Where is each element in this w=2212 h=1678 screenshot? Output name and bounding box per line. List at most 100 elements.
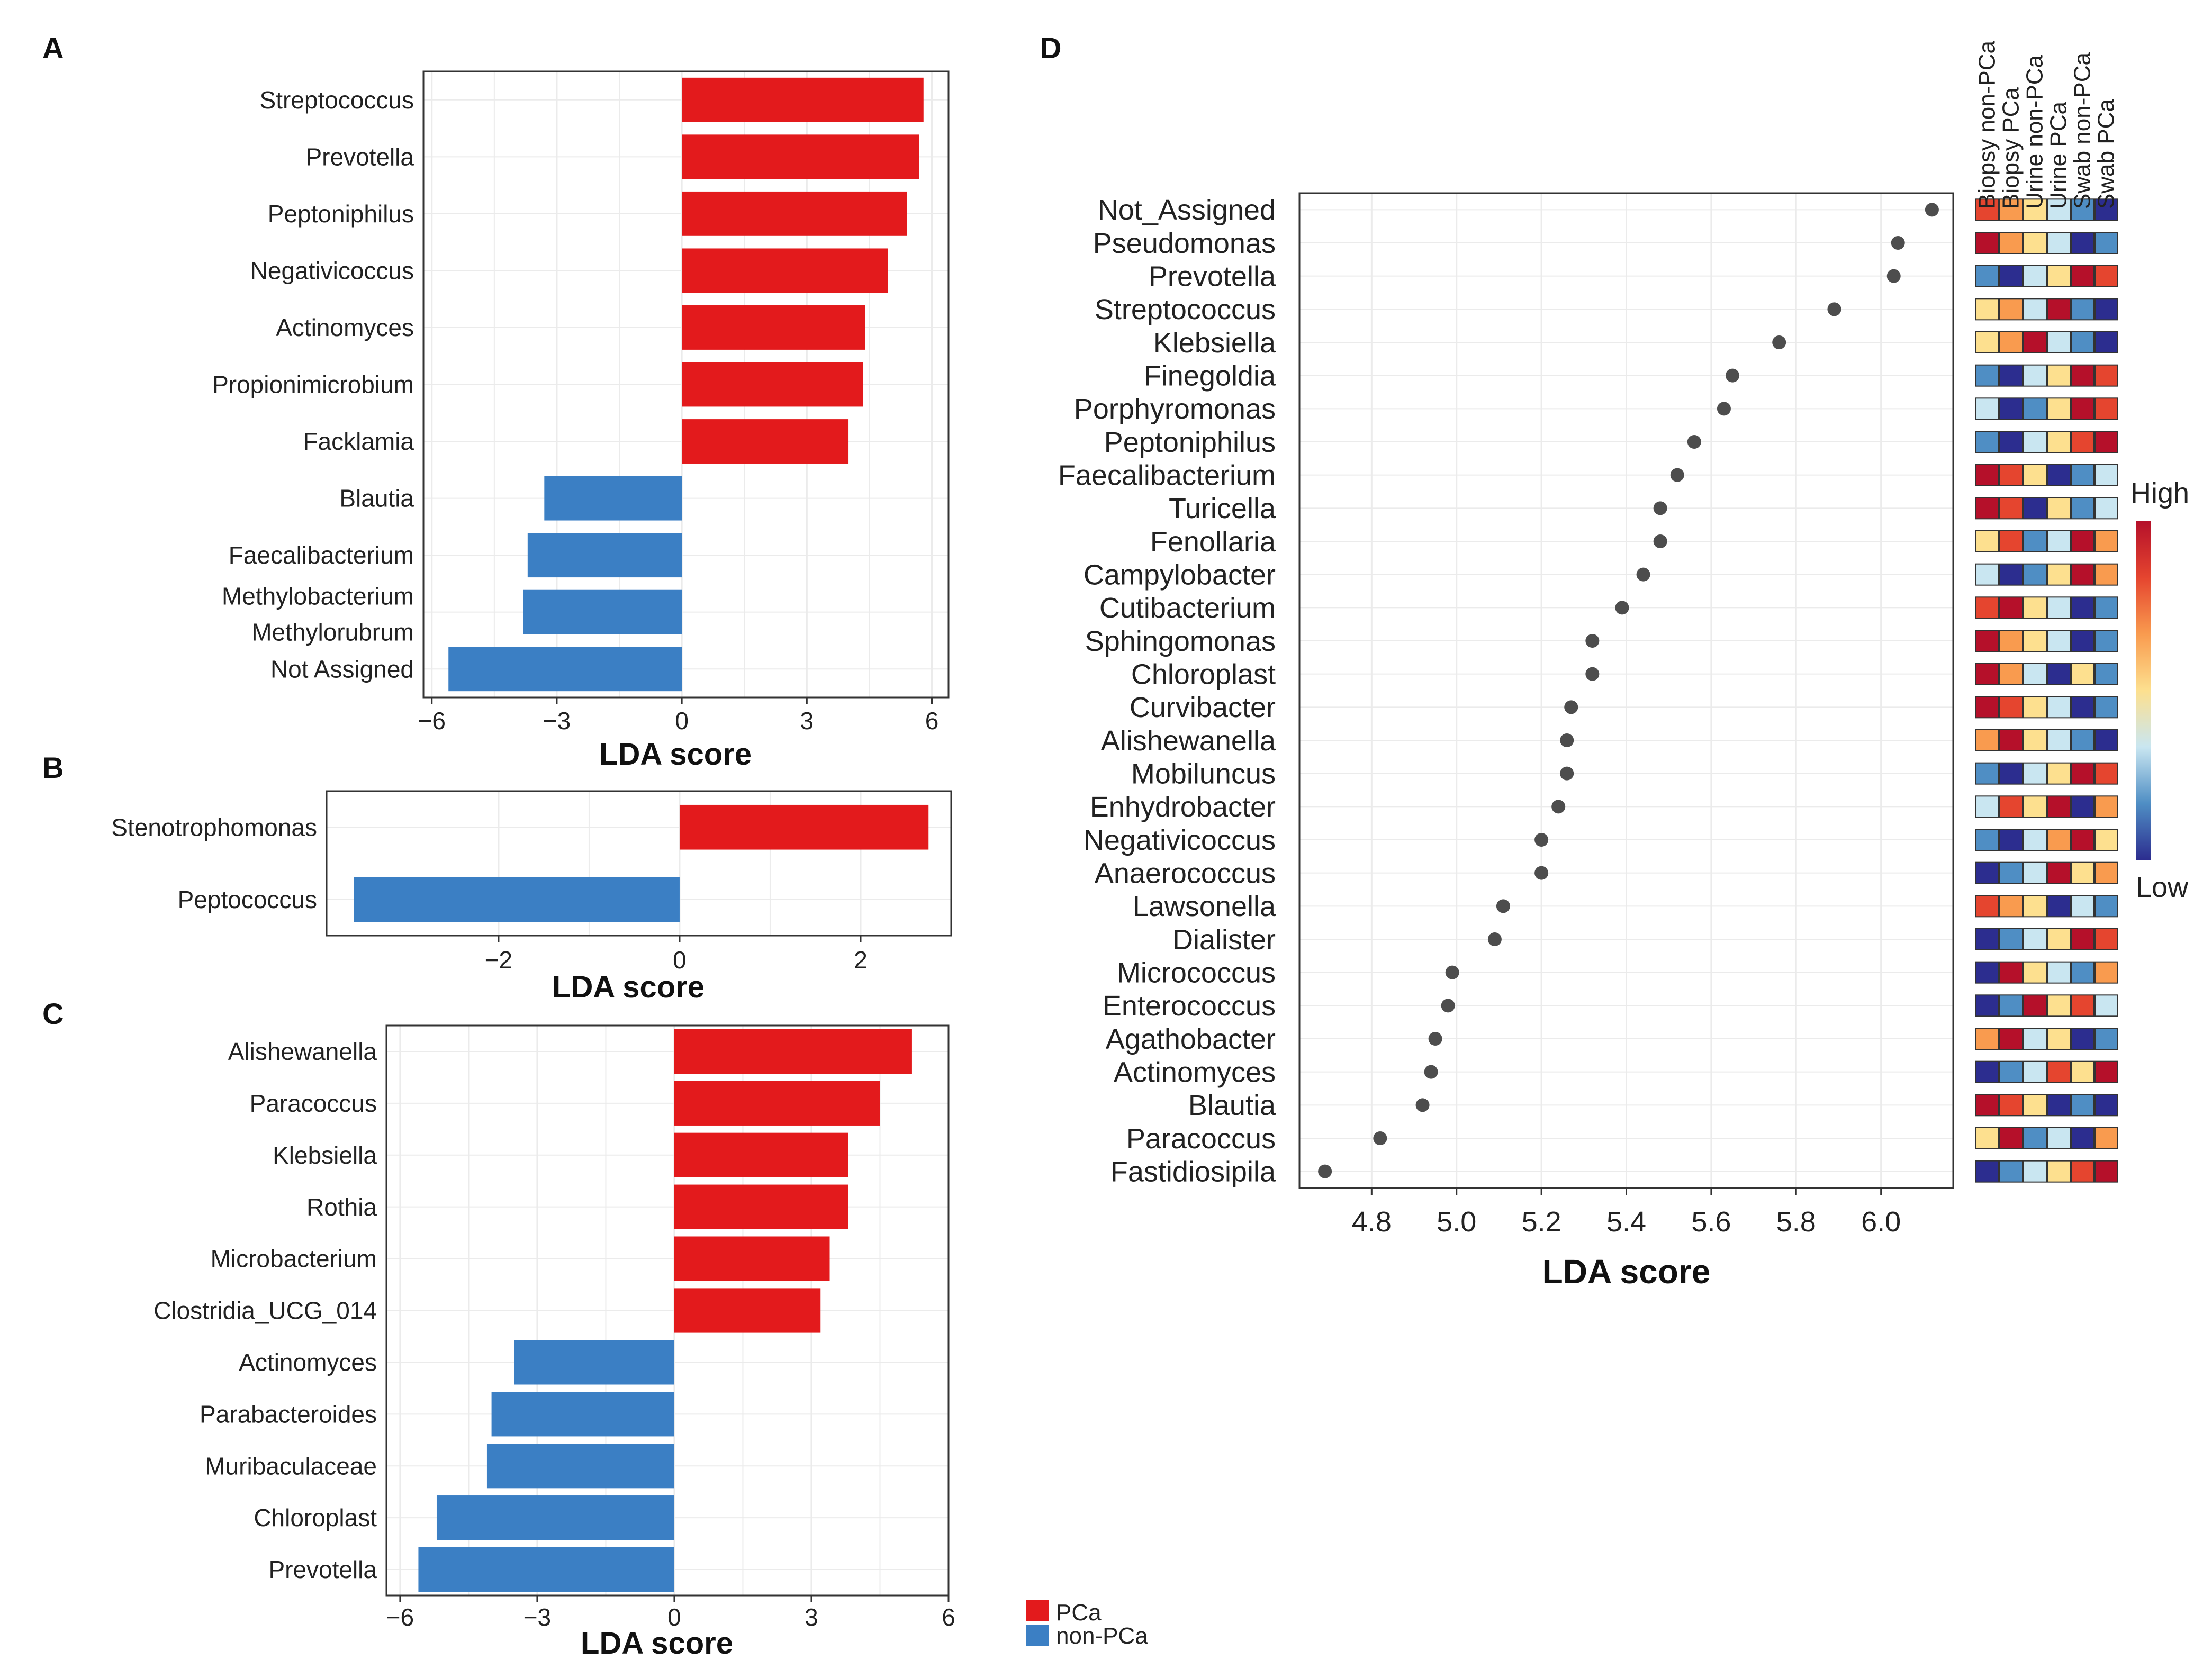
heatmap-cell: [2023, 994, 2047, 1017]
heatmap-cell: [2071, 663, 2094, 685]
panel-c-tick-label: −6: [386, 1603, 414, 1631]
heatmap-cell: [2047, 331, 2071, 353]
heatmap-cell: [1999, 1094, 2023, 1117]
panel-a-bar-not-assigned: [448, 647, 682, 692]
panel-c-category-label: Prevotella: [268, 1556, 377, 1583]
panel-b-bar-chart: Stenotrophomonas Peptococcus −2 0 2 LDA score: [111, 790, 952, 1004]
heatmap-cell: [1975, 1160, 1999, 1183]
panel-letter-a: A: [42, 31, 64, 65]
panel-b-border: [326, 790, 952, 937]
panel-c-bar-paracoccus: [674, 1081, 880, 1126]
panel-c-bar-microbacterium: [674, 1236, 830, 1281]
panel-b-bar-peptococcus: [354, 877, 680, 922]
heatmap-cell: [1975, 1127, 1999, 1149]
heatmap-column-header: Biopsy non-PCa: [1974, 41, 2000, 209]
panel-d-category-label: Turicella: [1169, 493, 1276, 524]
heatmap-cell: [2047, 497, 2071, 520]
heatmap-cell: [1975, 464, 1999, 486]
heatmap-cell: [2047, 596, 2071, 619]
heatmap-cell: [2071, 298, 2094, 321]
panel-c-x-axis-title: LDA score: [581, 1626, 733, 1661]
panel-d-category-label: Chloroplast: [1131, 659, 1276, 691]
heatmap-cell: [2071, 630, 2094, 652]
panel-a-bar-actinomyces: [682, 305, 865, 350]
heatmap-cell: [2023, 298, 2047, 321]
panel-d-category-label: Dialister: [1172, 924, 1276, 956]
panel-d-point-streptococcus: [1827, 302, 1841, 316]
heatmap-cell: [2047, 1028, 2071, 1050]
heatmap-cell: [2047, 265, 2071, 287]
heatmap-cell: [1975, 795, 1999, 818]
panel-b-bar-stenotrophomonas: [679, 804, 929, 850]
heatmap-cell: [2023, 1094, 2047, 1117]
heatmap-cell: [1999, 364, 2023, 387]
heatmap-cell: [2023, 795, 2047, 818]
color-scale-high-label: High: [2130, 477, 2189, 509]
heatmap-cell: [1975, 397, 1999, 420]
panel-c-category-label: Klebsiella: [273, 1141, 377, 1169]
heatmap-cell: [2047, 663, 2071, 685]
heatmap-cell: [2047, 895, 2071, 918]
panel-d-point-anaerococcus: [1534, 866, 1549, 880]
heatmap-cell: [2047, 795, 2071, 818]
heatmap-cell: [2094, 563, 2118, 586]
heatmap-cell: [2047, 1160, 2071, 1183]
heatmap-cell: [1999, 729, 2023, 751]
heatmap-cell: [1999, 630, 2023, 652]
panel-c-tick-label: −3: [523, 1603, 551, 1631]
panel-a-category-label: Peptoniphilus: [268, 200, 414, 228]
heatmap-cell: [2094, 298, 2118, 321]
heatmap-cell: [2094, 431, 2118, 453]
heatmap-cell: [1999, 829, 2023, 851]
heatmap-cell: [2047, 198, 2071, 221]
panel-a-category-label: Facklamia: [303, 428, 414, 455]
panel-c-category-label: Muribaculaceae: [205, 1452, 377, 1480]
panel-d-point-turicella: [1653, 501, 1667, 515]
heatmap-cell: [2094, 364, 2118, 387]
heatmap-cell: [1999, 265, 2023, 287]
heatmap-cell: [1975, 364, 1999, 387]
heatmap-cell: [2071, 696, 2094, 719]
panel-d-category-label: Lawsonella: [1133, 891, 1276, 922]
heatmap-cell: [2094, 1160, 2118, 1183]
heatmap-cell: [2071, 596, 2094, 619]
heatmap-cell: [2071, 198, 2094, 221]
heatmap-cell: [1975, 895, 1999, 918]
heatmap-cell: [1975, 663, 1999, 685]
panel-a-bar-peptoniphilus: [682, 191, 907, 236]
heatmap-cell: [1999, 961, 2023, 984]
panel-b-tick-label: −2: [485, 946, 512, 974]
heatmap-cell: [2047, 364, 2071, 387]
heatmap-cell: [2071, 530, 2094, 552]
panel-d-point-porphyromonas: [1717, 402, 1731, 416]
panel-d-category-label: Mobiluncus: [1131, 758, 1276, 790]
heatmap-cell: [2023, 1060, 2047, 1083]
panel-c-category-label: Microbacterium: [211, 1245, 377, 1273]
heatmap-cell: [2071, 364, 2094, 387]
panel-c-bar-klebsiella: [674, 1132, 848, 1177]
panel-c-category-label: Rothia: [306, 1193, 377, 1221]
heatmap-cell: [2094, 961, 2118, 984]
panel-a-tick-label: −3: [543, 707, 571, 734]
panel-b-tick-label: 2: [854, 946, 868, 974]
panel-d-point-campylobacter: [1636, 567, 1650, 582]
panel-d-point-cutibacterium: [1615, 601, 1629, 615]
heatmap-cell: [2047, 298, 2071, 321]
panel-a-category-label: Not Assigned: [270, 655, 414, 683]
panel-a-category-label-line: Methylorubrum: [251, 619, 414, 646]
panel-d-point-paracoccus: [1373, 1131, 1387, 1145]
panel-d-point-agathobacter: [1428, 1032, 1442, 1046]
panel-c-bar-actinomyces: [514, 1340, 674, 1385]
heatmap-cell: [2047, 961, 2071, 984]
heatmap-cell: [2047, 563, 2071, 586]
heatmap-cell: [2023, 729, 2047, 751]
panel-d-category-label: Klebsiella: [1153, 327, 1276, 359]
heatmap-cell: [1975, 232, 1999, 254]
heatmap-cell: [2023, 1160, 2047, 1183]
panel-d-point-negativicoccus: [1534, 833, 1549, 847]
heatmap-cell: [2071, 895, 2094, 918]
panel-d-category-label: Enhydrobacter: [1090, 791, 1276, 823]
heatmap-cell: [2071, 829, 2094, 851]
panel-d-point-prevotella: [1886, 269, 1901, 283]
panel-d-point-enterococcus: [1441, 999, 1455, 1013]
